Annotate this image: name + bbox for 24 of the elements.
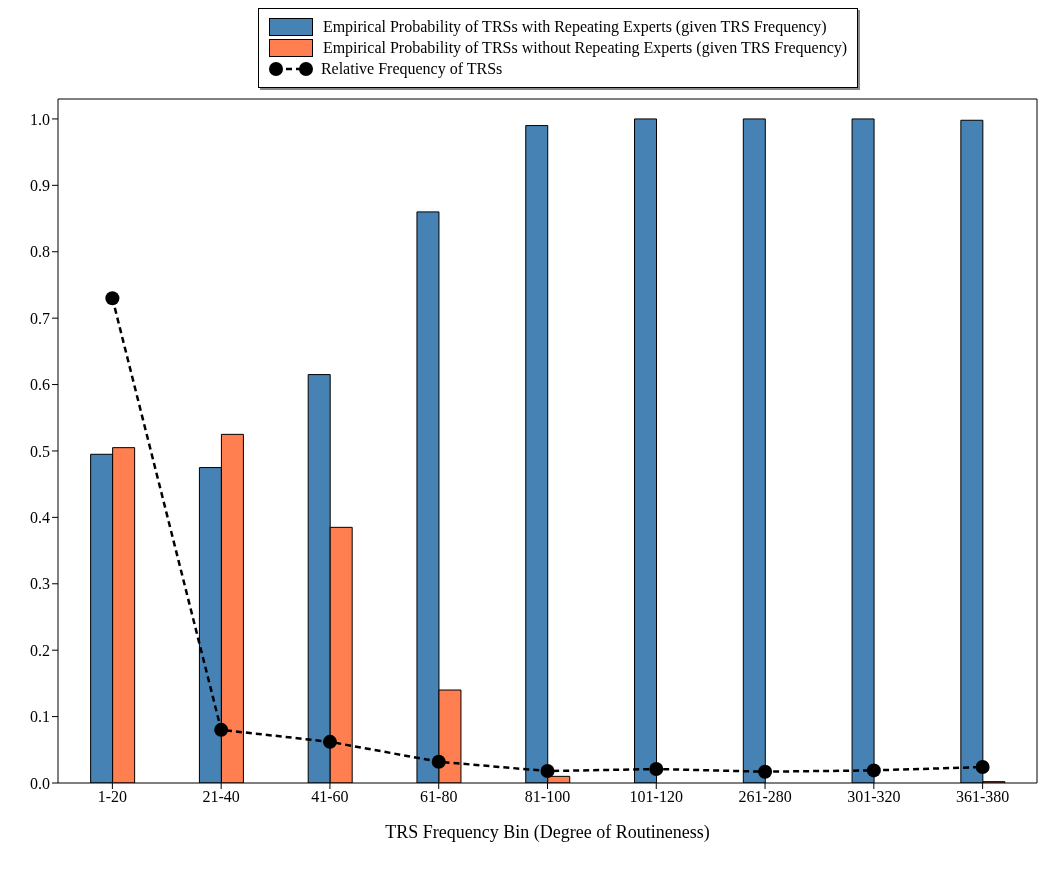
y-tick-label: 1.0 [30, 110, 50, 128]
x-tick-label: 81-100 [524, 788, 571, 806]
x-tick-label: 1-20 [97, 788, 128, 806]
x-tick-label: 261-280 [738, 788, 792, 806]
y-tick-label: 0.3 [30, 575, 50, 593]
y-tick-label: 0.7 [30, 309, 50, 327]
y-tick-label: 0.9 [30, 177, 50, 195]
x-axis-title: TRS Frequency Bin (Degree of Routineness) [385, 822, 710, 843]
y-tick-label: 0.8 [30, 243, 50, 261]
y-tick-label: 0.2 [30, 641, 50, 659]
y-tick-label: 0.1 [30, 708, 50, 726]
legend-label: Empirical Probability of TRSs without Repeating Experts (given TRS Frequency) [322, 39, 848, 57]
x-tick-label: 361-380 [955, 788, 1010, 806]
x-tick-label: 61-80 [420, 788, 458, 806]
y-tick-label: 0.6 [30, 376, 50, 394]
x-tick-label: 301-320 [847, 788, 901, 806]
legend-label: Empirical Probability of TRSs with Repeating Experts (given TRS Frequency) [322, 18, 827, 36]
x-tick-label: 101-120 [629, 788, 683, 806]
y-tick-label: 0.5 [30, 442, 50, 460]
y-tick-label: 0.4 [30, 509, 50, 527]
legend-label: Relative Frequency of TRSs [320, 60, 503, 78]
x-tick-label: 21-40 [202, 788, 240, 806]
y-tick-label: 0.0 [30, 774, 50, 792]
x-tick-label: 41-60 [311, 788, 349, 806]
